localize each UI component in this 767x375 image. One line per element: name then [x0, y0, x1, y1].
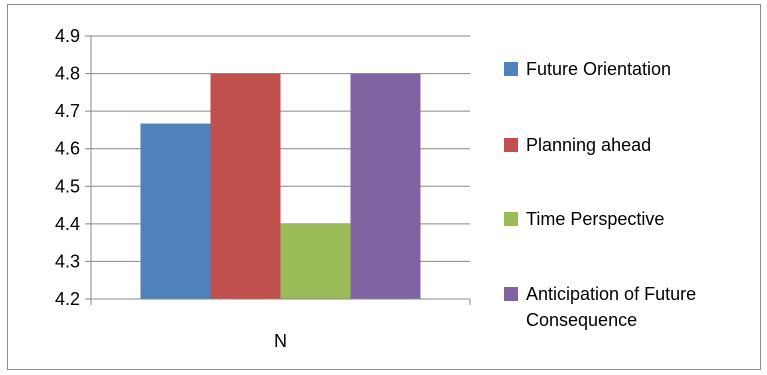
- y-tick-label: 4.2: [55, 289, 80, 309]
- y-tick-labels: 4.2 4.3 4.4 4.5 4.6 4.7 4.8 4.9: [55, 26, 80, 309]
- y-tick-label: 4.7: [55, 101, 80, 121]
- legend-label: Future Orientation: [526, 59, 671, 79]
- y-tick-label: 4.5: [55, 176, 80, 196]
- bar: [210, 73, 281, 299]
- legend-label: Planning ahead: [526, 135, 651, 155]
- legend-swatch: [504, 287, 518, 301]
- y-tick-label: 4.8: [55, 64, 80, 84]
- legend-label: Anticipation of Future: [526, 284, 696, 304]
- x-tick-labels: N: [274, 331, 287, 351]
- legend-label: Time Perspective: [526, 209, 664, 229]
- y-tick-label: 4.3: [55, 251, 80, 271]
- bars: [140, 73, 421, 299]
- bar: [140, 123, 211, 299]
- legend-swatch: [504, 62, 518, 76]
- bar: [350, 73, 421, 299]
- legend-swatch: [504, 212, 518, 226]
- y-tick-label: 4.6: [55, 139, 80, 159]
- legend: Future Orientation Planning ahead Time Per…: [504, 59, 696, 330]
- chart-frame: 4.2 4.3 4.4 4.5 4.6 4.7 4.8 4.9 N Future Orient…: [7, 4, 761, 370]
- bar: [280, 223, 351, 299]
- bar-chart: 4.2 4.3 4.4 4.5 4.6 4.7 4.8 4.9 N Future Orient…: [55, 26, 696, 351]
- axes: [85, 35, 471, 305]
- legend-swatch: [504, 138, 518, 152]
- legend-label: Consequence: [526, 310, 637, 330]
- y-tick-label: 4.4: [55, 214, 80, 234]
- x-tick-label: N: [274, 331, 287, 351]
- y-tick-label: 4.9: [55, 26, 80, 46]
